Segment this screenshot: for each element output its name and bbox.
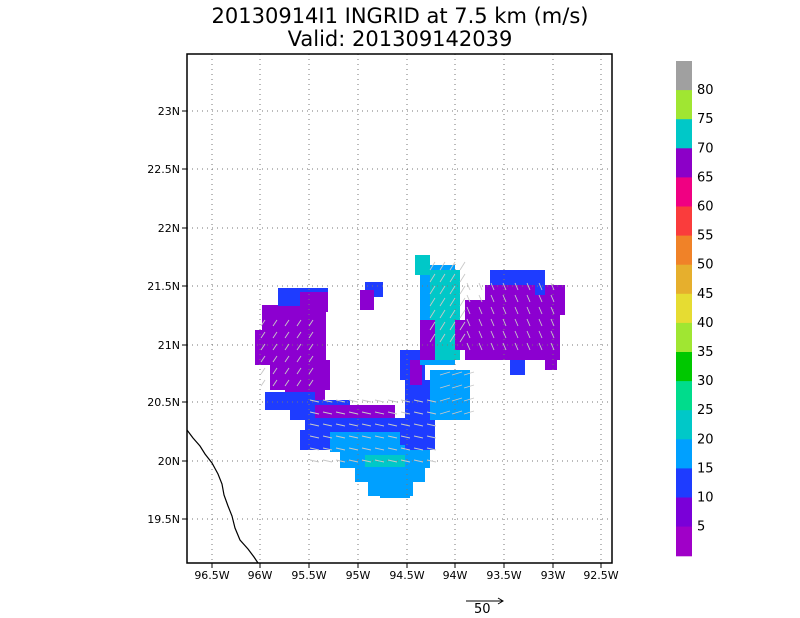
lat-tick-label: 23N	[158, 105, 180, 118]
latitude-ticks: 23N 22.5N 22N 21.5N 21N 20.5N 20N 19.5N	[147, 105, 187, 526]
colorbar-segment	[676, 264, 692, 295]
colorbar-segment	[676, 468, 692, 499]
colorbar-label: 10	[697, 491, 714, 506]
colorbar-segment	[676, 439, 692, 469]
lon-tick-label: 95.5W	[291, 569, 326, 582]
colorbar-segment	[676, 61, 692, 91]
lon-tick-label: 96W	[248, 569, 273, 582]
colorbar-segment	[676, 206, 692, 237]
lon-tick-label: 93.5W	[486, 569, 521, 582]
lat-tick-label: 21N	[158, 339, 180, 352]
wind-speed-cells	[255, 255, 565, 498]
wind-speed-cell	[410, 360, 422, 385]
wind-speed-cell	[420, 320, 435, 360]
lon-tick-label: 93W	[541, 569, 566, 582]
colorbar-label: 50	[697, 258, 714, 273]
coastline	[187, 429, 259, 563]
map-title: 20130914I1 INGRID at 7.5 km (m/s)	[211, 4, 589, 28]
colorbar: 5 10 15 20 25 30 35 40 45 50 55 60 65 70 75 80	[676, 61, 714, 557]
colorbar-label: 15	[697, 461, 714, 476]
lon-tick-label: 92.5W	[583, 569, 618, 582]
colorbar-segment	[676, 148, 692, 178]
lat-tick-label: 22N	[158, 222, 180, 235]
colorbar-label: 80	[697, 83, 714, 98]
lat-tick-label: 20.5N	[147, 396, 180, 409]
colorbar-segment	[676, 119, 692, 149]
reference-vector-label: 50	[474, 602, 491, 617]
wind-speed-cell	[380, 490, 410, 498]
colorbar-segment	[676, 381, 692, 411]
wind-speed-cell	[430, 370, 470, 420]
wind-speed-cell	[545, 350, 557, 370]
wind-speed-cell	[365, 455, 405, 467]
colorbar-segment	[676, 235, 692, 266]
colorbar-segment	[676, 293, 692, 324]
colorbar-label: 25	[697, 403, 714, 418]
lat-tick-label: 19.5N	[147, 513, 180, 526]
colorbar-label: 55	[697, 229, 714, 244]
wind-speed-cell	[300, 292, 328, 312]
longitude-ticks: 96.5W 96W 95.5W 95W 94.5W 94W 93.5W 93W 92.5W	[194, 563, 619, 582]
lon-tick-label: 96.5W	[194, 569, 229, 582]
colorbar-segment	[676, 177, 692, 208]
lon-tick-label: 94W	[443, 569, 468, 582]
colorbar-label: 35	[697, 345, 714, 360]
wind-speed-cell	[455, 320, 475, 350]
colorbar-segment	[676, 410, 692, 440]
wind-vectors	[260, 261, 555, 463]
wind-speed-cell	[510, 360, 525, 375]
colorbar-label: 40	[697, 316, 714, 331]
colorbar-label: 45	[697, 287, 714, 302]
colorbar-label: 60	[697, 200, 714, 215]
lon-tick-label: 95W	[346, 569, 371, 582]
colorbar-label: 75	[697, 112, 714, 127]
wind-speed-cell	[535, 285, 545, 295]
plot-frame	[186, 53, 613, 564]
colorbar-label: 65	[697, 170, 714, 185]
plot-area	[187, 54, 612, 563]
gridlines	[187, 54, 612, 563]
reference-vector	[466, 597, 504, 605]
wind-speed-cell	[415, 255, 430, 275]
colorbar-segment	[676, 352, 692, 382]
colorbar-label: 5	[697, 520, 705, 535]
lon-tick-label: 94.5W	[389, 569, 424, 582]
wind-speed-cell	[360, 290, 374, 310]
colorbar-label: 20	[697, 432, 714, 447]
lat-tick-label: 20N	[158, 455, 180, 468]
colorbar-segment	[676, 497, 692, 528]
colorbar-segment	[676, 90, 692, 120]
wind-speed-cell	[545, 285, 565, 315]
colorbar-label: 30	[697, 374, 714, 389]
map-valid-time: Valid: 201309142039	[287, 27, 513, 51]
colorbar-segment	[676, 526, 692, 557]
colorbar-segment	[676, 322, 692, 353]
colorbar-label: 70	[697, 141, 714, 156]
lat-tick-label: 21.5N	[147, 280, 180, 293]
lat-tick-label: 22.5N	[147, 163, 180, 176]
